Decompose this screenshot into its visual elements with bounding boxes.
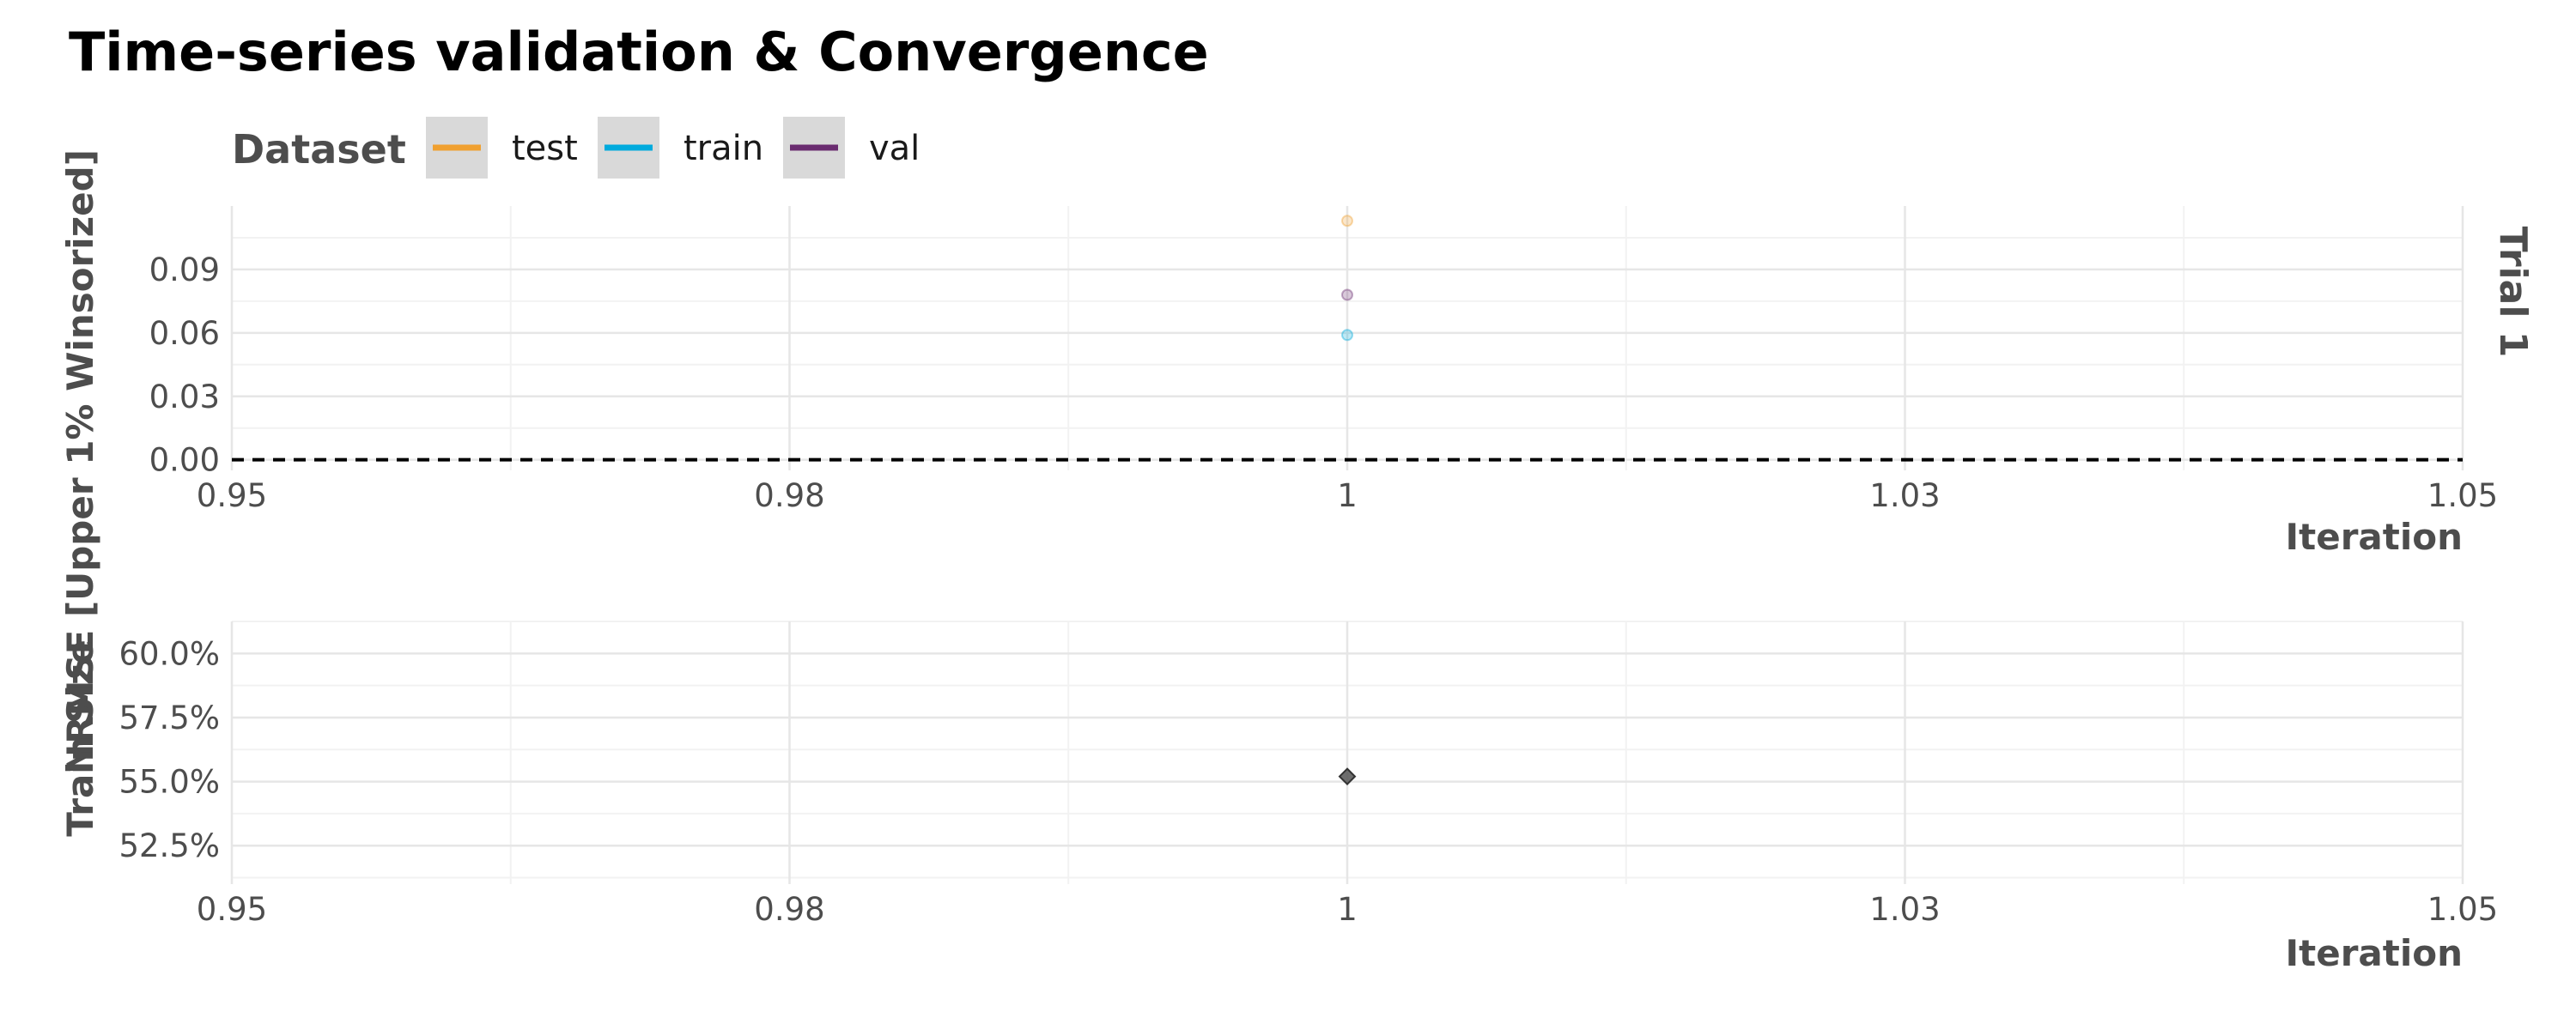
panel2-xlabel: Iteration bbox=[2286, 932, 2463, 974]
x-tick-label: 1 bbox=[1337, 891, 1358, 928]
x-tick-label: 0.95 bbox=[197, 891, 267, 928]
point-test bbox=[1341, 215, 1353, 227]
y-tick-label: 0.06 bbox=[149, 315, 220, 352]
legend-label-test: test bbox=[512, 129, 578, 168]
legend-title: Dataset bbox=[232, 126, 406, 173]
point-val bbox=[1341, 288, 1353, 301]
train-size-point bbox=[1338, 767, 1357, 786]
x-tick-label: 1.03 bbox=[1869, 477, 1940, 514]
y-tick-label: 0.03 bbox=[149, 379, 220, 415]
x-tick-label: 1.03 bbox=[1869, 891, 1940, 928]
y-tick-label: 60.0% bbox=[118, 635, 220, 672]
y-tick-label: 57.5% bbox=[118, 700, 220, 736]
y-tick-label: 0.09 bbox=[149, 251, 220, 288]
x-tick-label: 1 bbox=[1337, 477, 1358, 514]
legend-item-test: test bbox=[426, 117, 578, 179]
chart-title: Time-series validation & Convergence bbox=[69, 21, 1209, 83]
y-tick-label: 55.0% bbox=[118, 764, 220, 801]
strip-label: Trial 1 bbox=[2491, 227, 2535, 358]
legend-item-train: train bbox=[598, 117, 763, 179]
legend-item-val: val bbox=[783, 117, 920, 179]
legend-items: test train val bbox=[426, 117, 920, 179]
legend: Dataset test train val bbox=[232, 117, 920, 179]
panel1-ylabel: NRMSE [Upper 1% Winsorized] bbox=[59, 149, 101, 774]
y-tick-label: 0.00 bbox=[149, 442, 220, 479]
x-tick-label: 0.98 bbox=[754, 477, 824, 514]
x-tick-label: 0.98 bbox=[754, 891, 824, 928]
x-tick-label: 1.05 bbox=[2427, 891, 2498, 928]
panel-trial-1: 0.95 0.98 1 1.03 1.05 0.00 0.03 0.06 0.09 bbox=[149, 206, 2498, 514]
panel-train-size: 0.95 0.98 1 1.03 1.05 52.5% 55.0% 57.5% 60.0% bbox=[118, 621, 2498, 928]
x-tick-label: 0.95 bbox=[197, 477, 267, 514]
legend-label-val: val bbox=[869, 129, 920, 168]
x-tick-label: 1.05 bbox=[2427, 477, 2498, 514]
point-train bbox=[1341, 329, 1353, 342]
legend-label-train: train bbox=[683, 129, 763, 168]
panel2-ylabel: Train Size bbox=[59, 639, 101, 837]
y-tick-label: 52.5% bbox=[118, 827, 220, 864]
panel2-grid bbox=[230, 621, 2464, 884]
panel1-xlabel: Iteration bbox=[2286, 516, 2463, 558]
